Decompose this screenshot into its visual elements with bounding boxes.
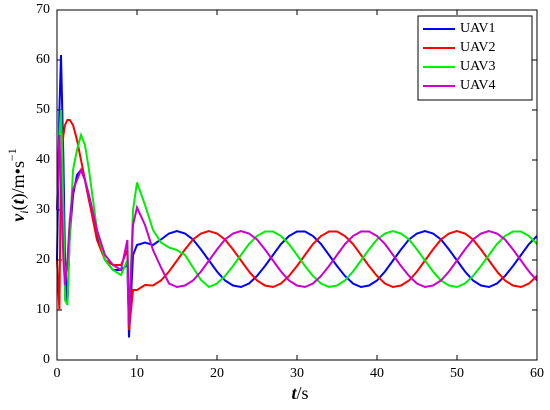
y-label-sup: −1 — [5, 148, 19, 161]
y-tick-label: 70 — [36, 2, 50, 17]
x-tick-label: 30 — [290, 366, 304, 381]
y-label-unit: )/m•s — [8, 161, 29, 199]
legend-label: UAV4 — [460, 78, 496, 93]
x-tick-label: 50 — [450, 366, 464, 381]
plot-frame — [56, 9, 538, 361]
y-tick-label: 10 — [36, 302, 50, 317]
y-tick-label: 50 — [36, 102, 50, 117]
y-tick-label: 30 — [36, 202, 50, 217]
y-tick-label: 0 — [43, 352, 50, 367]
y-tick-label: 20 — [36, 252, 50, 267]
x-tick-label: 20 — [210, 366, 224, 381]
series-line — [56, 109, 538, 321]
y-label-sub: i — [17, 210, 31, 213]
y-label-var: v — [8, 213, 28, 222]
legend-label: UAV2 — [460, 40, 496, 55]
x-axis-label: t/s — [291, 383, 308, 403]
x-tick-label: 0 — [54, 366, 61, 381]
legend-label: UAV1 — [460, 21, 496, 36]
y-label-t: t — [8, 198, 28, 204]
legend-label: UAV3 — [460, 59, 496, 74]
x-tick-label: 60 — [530, 366, 544, 381]
y-axis-label: vi(t)/m•s−1 — [5, 148, 31, 221]
x-tick-label: 40 — [370, 366, 384, 381]
y-tick-label: 40 — [36, 152, 50, 167]
x-tick-label: 10 — [130, 366, 144, 381]
x-label-var: t — [291, 383, 297, 403]
x-label-unit: /s — [297, 383, 309, 403]
series-line — [56, 134, 538, 326]
y-label-paren: ( — [8, 204, 29, 210]
y-tick-label: 60 — [36, 52, 50, 67]
series-line — [56, 119, 538, 331]
